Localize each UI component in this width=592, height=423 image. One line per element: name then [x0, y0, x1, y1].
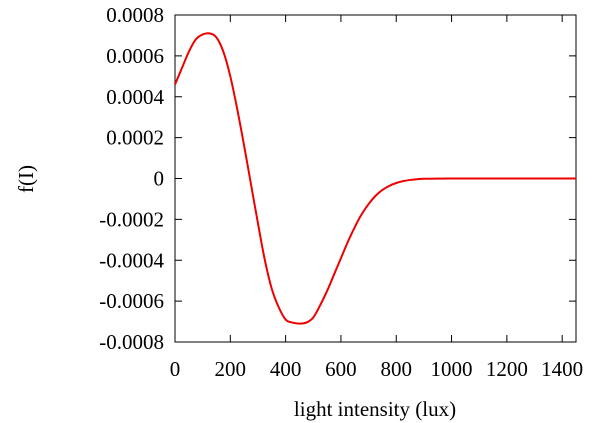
y-tick-labels: -0.0008 -0.0006 -0.0004 -0.0002 0 0.0002 0.000… — [99, 3, 164, 354]
x-tick-label: 0 — [170, 357, 181, 381]
y-tick-label: -0.0002 — [99, 207, 164, 231]
x-tick-label: 200 — [215, 357, 247, 381]
y-tick-label: 0.0002 — [106, 126, 164, 150]
x-tick-label: 1000 — [431, 357, 473, 381]
y-tick-label: 0 — [154, 167, 165, 191]
y-tick-label: 0.0008 — [106, 3, 164, 27]
x-tick-label: 1200 — [486, 357, 528, 381]
series-line — [174, 32, 576, 325]
x-tick-labels: 0 200 400 600 800 1000 1200 1400 — [170, 357, 583, 381]
y-tick-label: -0.0006 — [99, 289, 164, 313]
x-tick-label: 800 — [380, 357, 412, 381]
y-axis-label: f(I) — [14, 165, 38, 193]
x-tick-label: 1400 — [541, 357, 583, 381]
y-tick-label: 0.0004 — [106, 85, 164, 109]
y-tick-label: -0.0004 — [99, 248, 164, 272]
series-group — [174, 32, 576, 325]
x-axis-label: light intensity (lux) — [294, 397, 456, 421]
axis-ticks — [174, 14, 576, 343]
y-tick-label: 0.0006 — [106, 44, 164, 68]
x-tick-label: 600 — [325, 357, 357, 381]
x-tick-label: 400 — [270, 357, 302, 381]
y-tick-label: -0.0008 — [99, 330, 164, 354]
